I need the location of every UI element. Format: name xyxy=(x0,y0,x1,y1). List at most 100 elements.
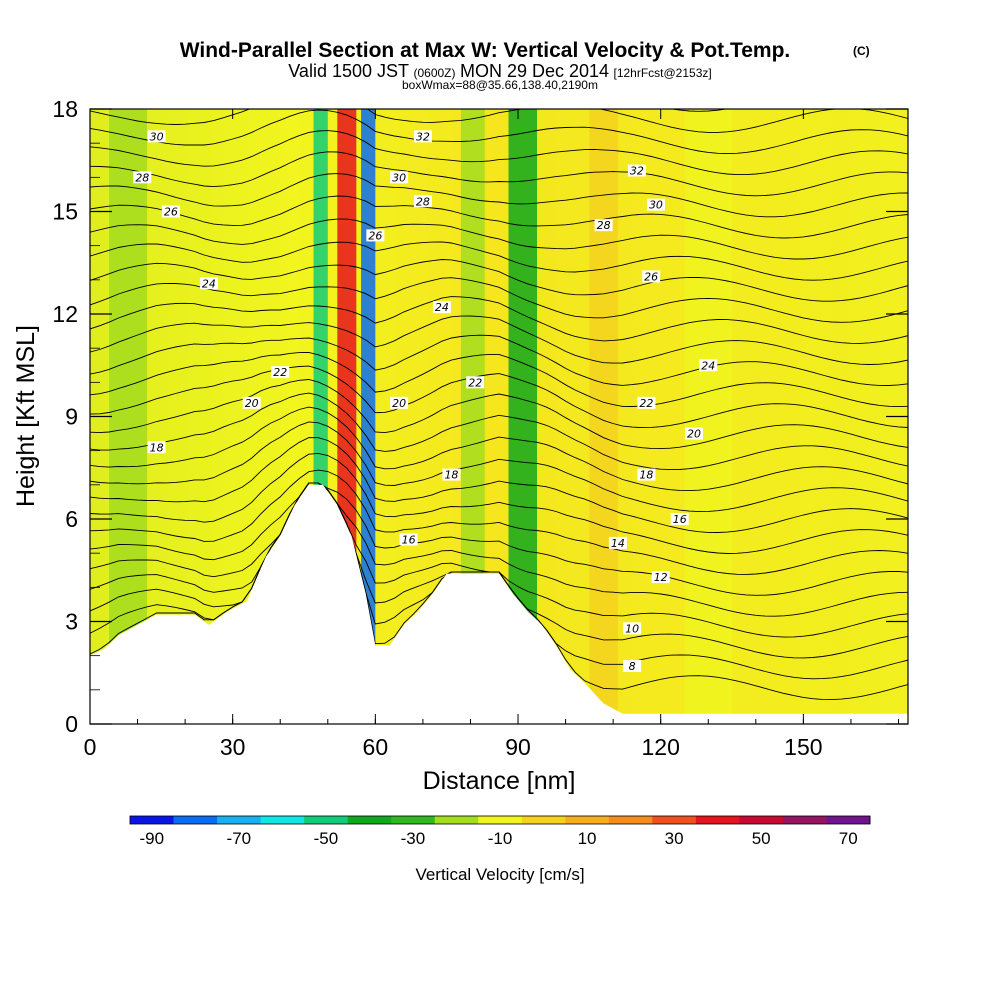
colorbar-swatch xyxy=(478,816,523,824)
contour-label: 16 xyxy=(399,533,418,547)
colorbar-swatch xyxy=(695,816,740,824)
y-tick-label: 15 xyxy=(52,199,78,225)
theta-contour-line xyxy=(90,482,908,617)
colorbar-tick-label: 10 xyxy=(578,829,597,848)
contour-label-text: 20 xyxy=(687,428,701,441)
theta-contour-line xyxy=(90,151,908,197)
chart-title: Wind-Parallel Section at Max W: Vertical… xyxy=(180,39,791,62)
contour-label: 18 xyxy=(442,468,461,482)
chart-title-units: (C) xyxy=(853,44,870,58)
contour-label: 18 xyxy=(637,468,656,482)
contour-label: 24 xyxy=(432,301,451,314)
contour-label-box xyxy=(413,130,432,143)
contour-label-text: 30 xyxy=(392,171,406,184)
contour-label-box xyxy=(623,622,642,635)
theta-contour-line xyxy=(90,109,908,133)
contour-label: 26 xyxy=(161,205,180,219)
contour-label-box xyxy=(627,164,646,177)
x-tick-label: 90 xyxy=(505,734,531,760)
x-axis-label: Distance [nm] xyxy=(423,767,576,795)
colorbar-tick-label: -50 xyxy=(314,829,339,848)
contour-label-box xyxy=(651,571,670,584)
theta-contours xyxy=(90,109,908,701)
y-tick-label: 18 xyxy=(52,96,78,122)
contour-label-text: 32 xyxy=(630,165,644,178)
title-block: Wind-Parallel Section at Max W: Vertical… xyxy=(180,39,870,92)
theta-contour-line xyxy=(90,277,908,323)
contour-label: 26 xyxy=(642,270,661,283)
contour-label: 22 xyxy=(271,366,290,379)
theta-contour-line xyxy=(90,365,908,429)
colorbar-tick-label: -30 xyxy=(401,829,426,848)
contour-label: 12 xyxy=(651,571,670,584)
colorbar-swatch xyxy=(347,816,392,824)
colorbar: -90 -70 -50 -30 -10 10 30 50 70 xyxy=(129,815,871,848)
contour-label-text: 26 xyxy=(368,229,382,242)
colorbar-swatch xyxy=(217,816,262,824)
contour-label: 24 xyxy=(199,277,218,290)
chart-subtitle: Valid 1500 JST (0600Z) MON 29 Dec 2014 [… xyxy=(288,61,711,81)
contour-label-text: 32 xyxy=(416,130,430,143)
x-tick-label: 120 xyxy=(642,734,680,760)
contour-label-text: 16 xyxy=(673,513,687,526)
colorbar-swatch xyxy=(304,816,349,824)
contour-label-box xyxy=(623,659,642,672)
contour-labels: 30 28 26 24 22 20 18 32 30 28 26 24 22 20 18 16 32 30 28 26… xyxy=(133,130,718,673)
contour-label-box xyxy=(147,130,166,143)
colorbar-swatch xyxy=(739,816,784,824)
x-tick-label: 0 xyxy=(84,734,97,760)
colorbar-tick-label: -10 xyxy=(488,829,513,848)
contour-label-text: 14 xyxy=(611,537,625,550)
contour-label-text: 22 xyxy=(468,376,482,389)
theta-contour-line xyxy=(90,351,908,408)
contour-label-box xyxy=(594,219,613,232)
contour-label-text: 30 xyxy=(150,130,164,143)
theta-contour-line xyxy=(90,421,908,513)
colorbar-swatch xyxy=(260,816,305,824)
theta-contour-line xyxy=(90,109,908,155)
theta-contour-line xyxy=(90,315,908,365)
theta-contour-line xyxy=(90,241,908,281)
terrain xyxy=(90,484,908,724)
contour-label-box xyxy=(271,366,290,379)
theta-contour-line xyxy=(90,469,908,575)
theta-contour-line xyxy=(90,392,908,471)
colorbar-swatch xyxy=(652,816,697,824)
contour-label-box xyxy=(413,195,432,208)
contour-label-text: 10 xyxy=(625,622,639,635)
contour-label: 26 xyxy=(366,229,385,242)
contour-label-box xyxy=(442,468,461,481)
y-tick-label: 12 xyxy=(52,301,78,327)
contour-label: 30 xyxy=(390,171,409,184)
contour-label-text: 28 xyxy=(416,195,430,208)
y-tick-label: 9 xyxy=(65,404,78,430)
contour-label: 22 xyxy=(466,376,485,389)
contour-label-text: 22 xyxy=(273,366,287,379)
y-axis-label: Height [Kft MSL] xyxy=(12,325,40,507)
colorbar-tick-label: -90 xyxy=(139,829,164,848)
theta-contour-line xyxy=(90,379,908,450)
contour-label: 32 xyxy=(413,130,432,143)
contour-label-box xyxy=(466,376,485,389)
contour-label-box xyxy=(147,441,166,454)
colorbar-swatch xyxy=(173,816,218,824)
contour-label-text: 30 xyxy=(649,199,663,212)
chart-subtitle-2: boxWmax=88@35.66,138.40,2190m xyxy=(402,78,598,92)
theta-contour-line xyxy=(90,452,908,554)
contour-label-text: 24 xyxy=(701,359,715,372)
velocity-band xyxy=(361,109,376,724)
contour-label: 20 xyxy=(684,427,703,441)
colorbar-swatch xyxy=(782,816,827,824)
contour-label-text: 26 xyxy=(164,206,178,219)
contour-label-box xyxy=(390,171,409,184)
theta-contour-line xyxy=(90,218,908,260)
theta-contour-line xyxy=(90,482,908,596)
theta-contour-line xyxy=(90,259,908,302)
contour-label-box xyxy=(670,513,689,525)
theta-contour-line xyxy=(90,195,908,239)
contour-label-text: 20 xyxy=(245,397,259,410)
contour-label: 20 xyxy=(390,396,409,410)
colorbar-frame xyxy=(129,815,871,825)
contour-label-box xyxy=(390,396,409,409)
contour-label-box xyxy=(161,205,180,218)
